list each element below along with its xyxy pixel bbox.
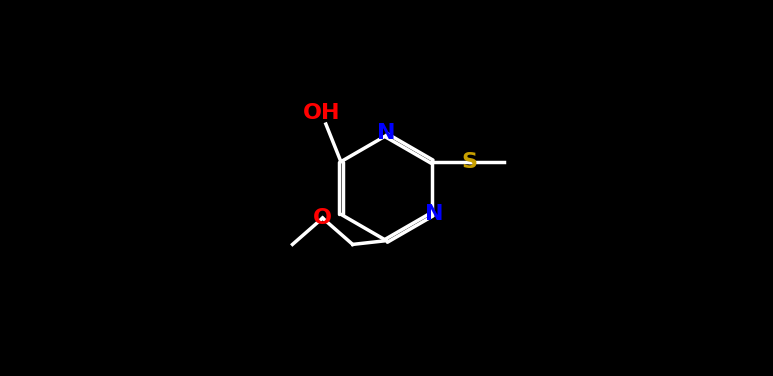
Text: O: O xyxy=(313,208,332,228)
Text: N: N xyxy=(424,204,443,224)
Text: N: N xyxy=(377,123,396,144)
Text: OH: OH xyxy=(303,103,341,123)
Text: S: S xyxy=(461,152,478,172)
